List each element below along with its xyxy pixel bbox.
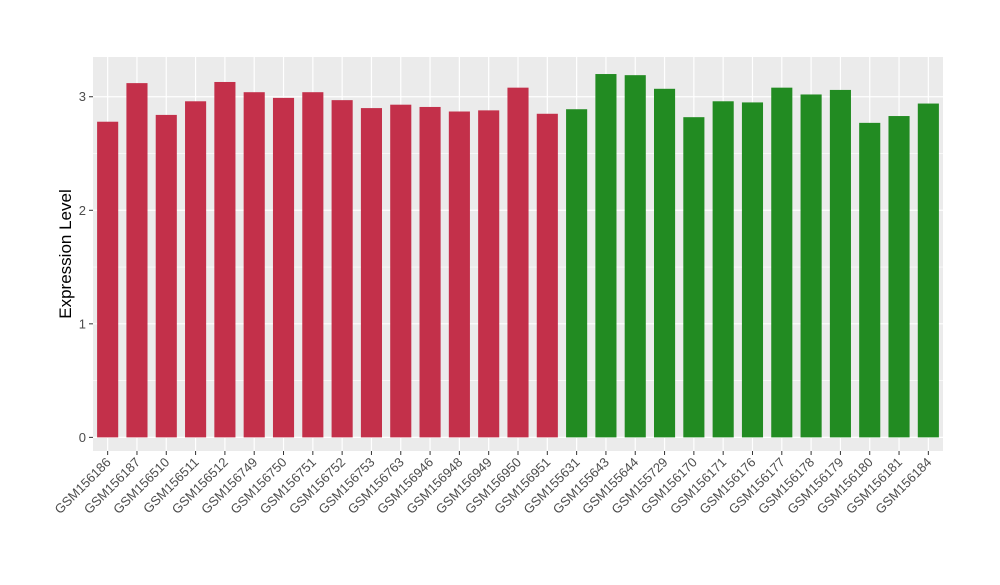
bar-gsm155631 <box>566 109 588 438</box>
bar-gsm156511 <box>185 101 207 438</box>
bar-gsm156946 <box>419 106 441 438</box>
bar-gsm156512 <box>214 81 236 438</box>
bar-gsm156180 <box>859 122 881 438</box>
bar-gsm156187 <box>126 83 148 438</box>
bar-gsm156177 <box>771 87 793 438</box>
bar-gsm156763 <box>390 104 412 438</box>
bar-gsm156184 <box>917 103 939 438</box>
bar-gsm156749 <box>243 92 265 438</box>
y-tick-label: 0 <box>79 430 86 445</box>
bar-gsm156951 <box>536 113 558 438</box>
y-tick-label: 2 <box>79 203 86 218</box>
bar-gsm156171 <box>712 101 734 438</box>
bar-gsm155729 <box>654 88 676 438</box>
x-axis: GSM156186GSM156187GSM156510GSM156511GSM1… <box>52 451 934 517</box>
y-axis: 0 1 2 3 <box>79 89 93 445</box>
bar-gsm156170 <box>683 117 705 438</box>
bar-gsm156179 <box>829 89 851 438</box>
bar-gsm156752 <box>331 100 353 438</box>
bar-gsm155644 <box>624 75 646 438</box>
bar-gsm156176 <box>741 102 764 438</box>
y-tick-label: 1 <box>79 316 86 331</box>
bar-gsm156510 <box>155 114 177 438</box>
bar-gsm156949 <box>478 110 500 438</box>
y-tick-label: 3 <box>79 89 86 104</box>
bar-gsm156750 <box>272 97 295 438</box>
y-axis-title: Expression Level <box>56 189 75 318</box>
bar-gsm156181 <box>888 116 910 438</box>
bar-gsm156751 <box>302 92 324 438</box>
bar-gsm156178 <box>800 94 822 438</box>
bar-gsm156753 <box>360 108 382 438</box>
bar-gsm156186 <box>97 121 119 438</box>
bar-gsm155643 <box>595 74 617 438</box>
bar-gsm156948 <box>448 111 470 438</box>
bar-gsm156950 <box>507 87 529 438</box>
bars <box>97 74 939 438</box>
